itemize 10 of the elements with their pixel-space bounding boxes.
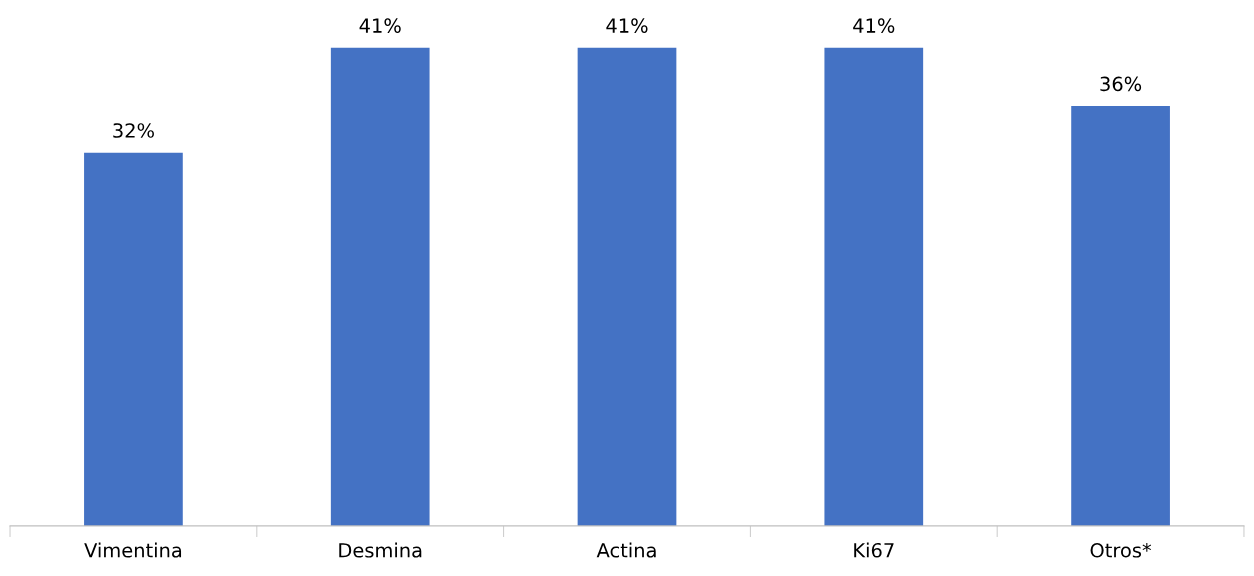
x-tick-label: Vimentina — [84, 542, 182, 558]
x-tick-label: Otros* — [1090, 542, 1152, 558]
data-label: 41% — [359, 18, 401, 33]
x-tick-label: Desmina — [339, 542, 422, 558]
data-label: 36% — [1100, 76, 1142, 92]
data-label: 41% — [853, 18, 895, 33]
data-label: 32% — [113, 123, 154, 138]
data-label: 41% — [606, 18, 648, 33]
x-tick-label: Ki67 — [854, 542, 894, 558]
x-tick-label: Actina — [596, 542, 656, 558]
